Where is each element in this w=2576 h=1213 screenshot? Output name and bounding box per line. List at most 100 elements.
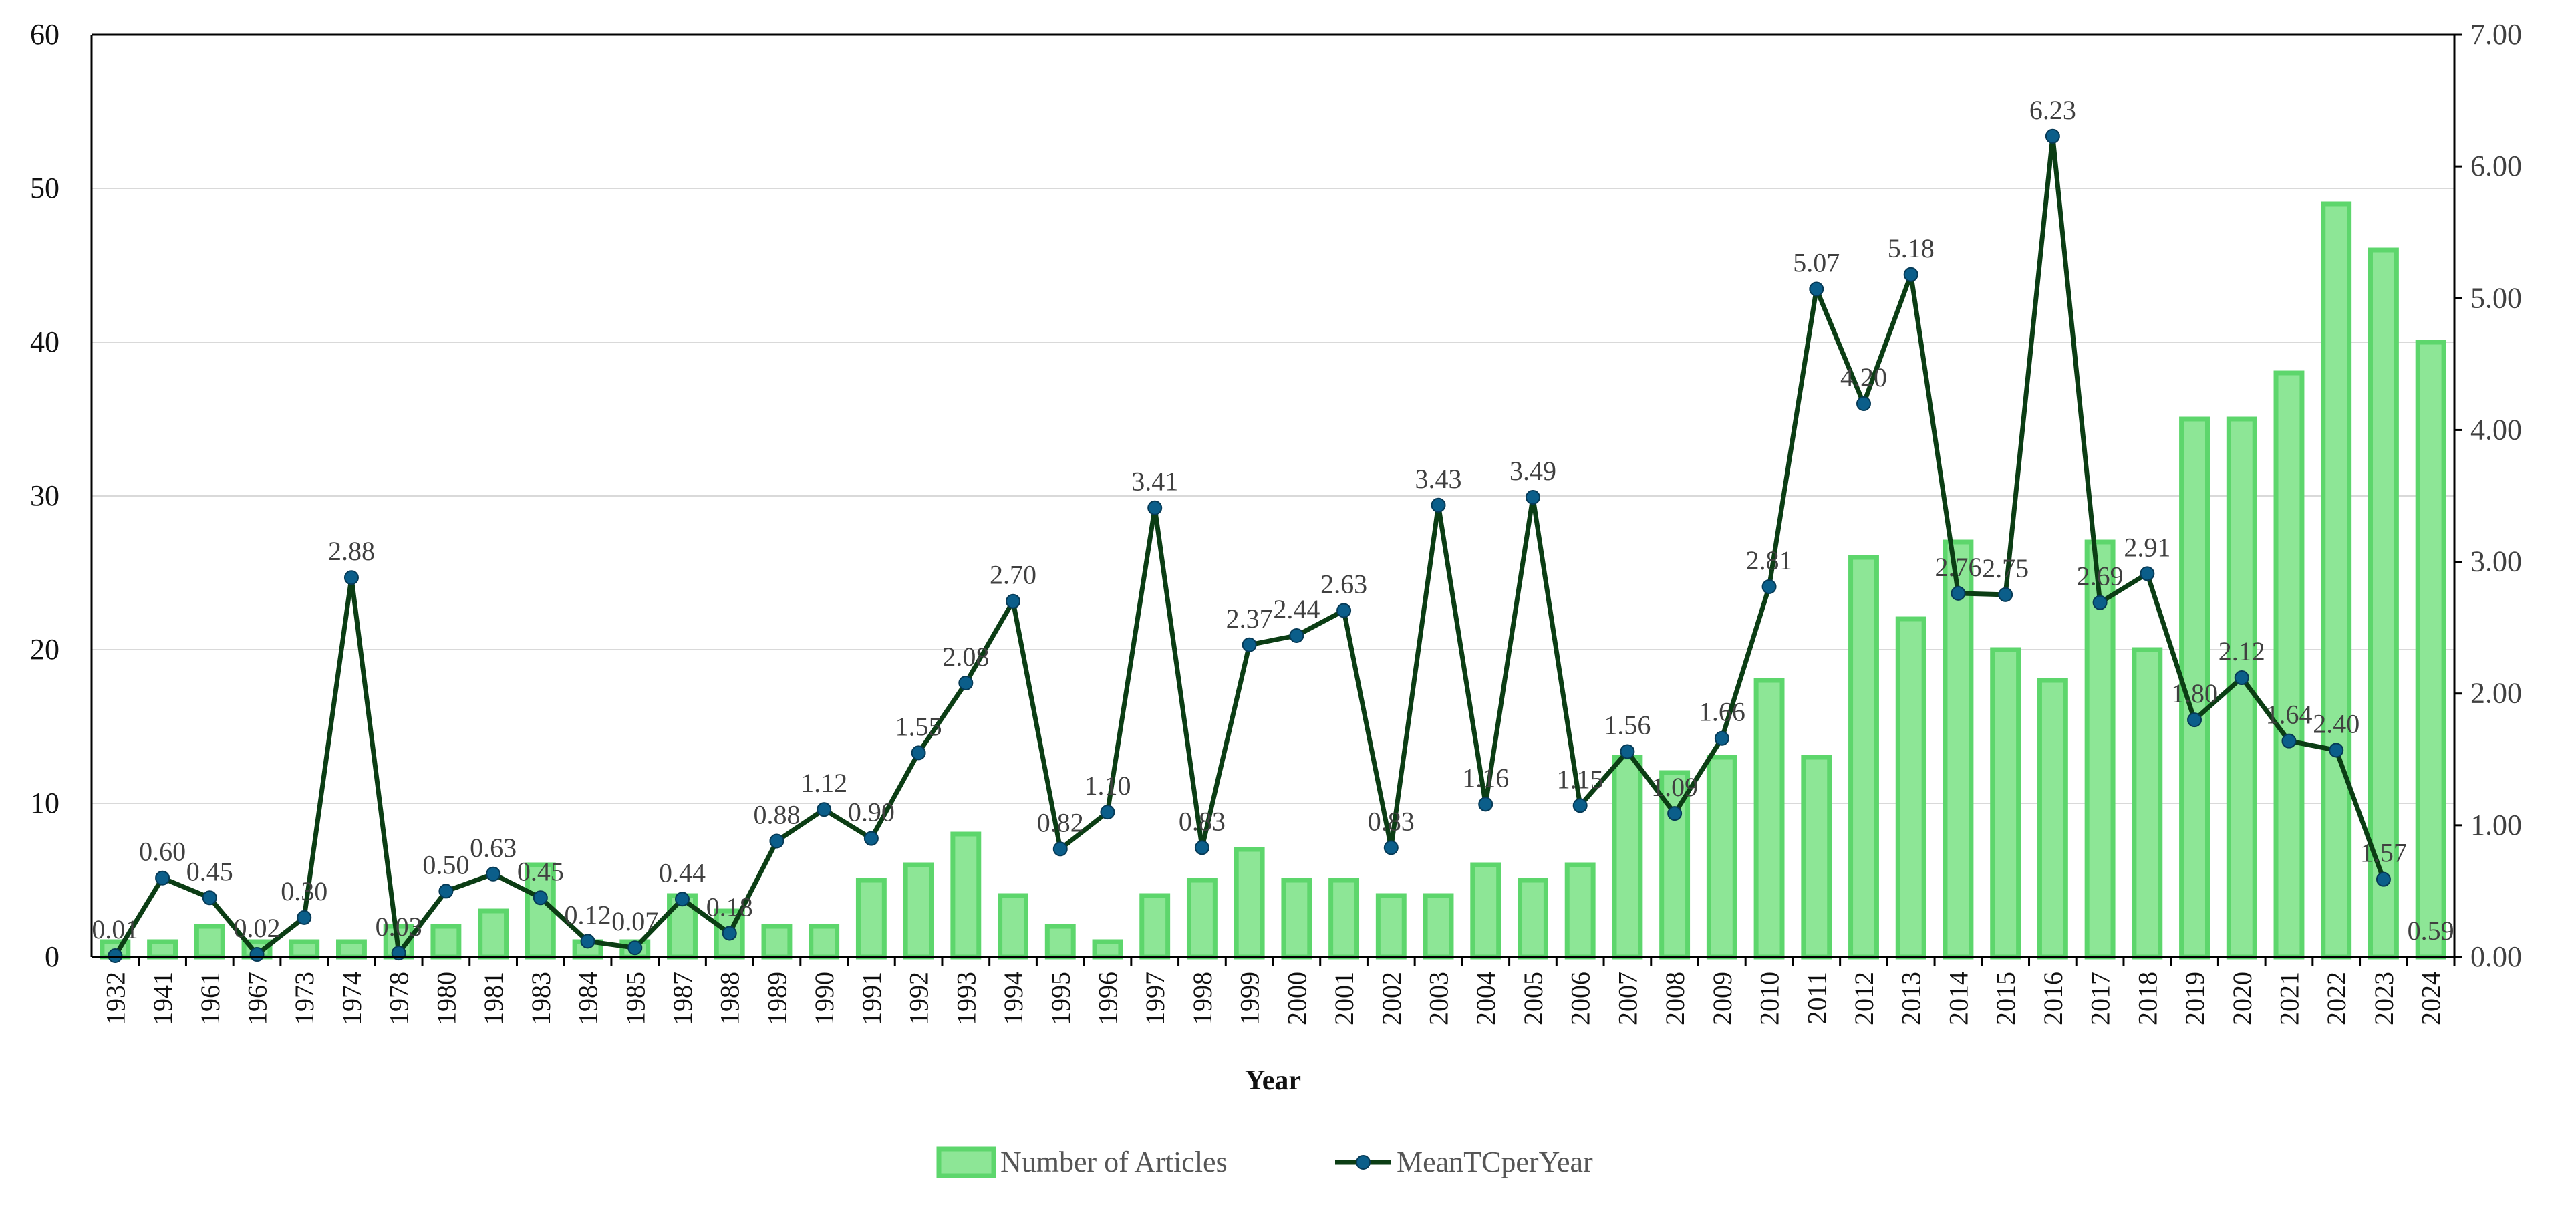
bar (147, 939, 178, 960)
x-tick-label: 2013 (1896, 972, 1926, 1025)
x-axis-ticks: 1932 1941 1961 1967 1973 1974 1978 1980 1981 1983… (100, 957, 2456, 1025)
data-label: 1.66 (1699, 697, 1745, 727)
bar (1943, 539, 1974, 960)
bar (809, 924, 840, 960)
x-tick-label: 2001 (1329, 972, 1359, 1025)
data-label: 1.15 (1557, 764, 1604, 794)
right-y-tick-label: 7.00 (2470, 18, 2522, 51)
line-point (769, 833, 784, 849)
data-label: 0.83 (1179, 806, 1226, 836)
line-point (1336, 603, 1352, 618)
bar (1328, 878, 1360, 960)
line-point (1194, 840, 1209, 855)
right-y-tick-label: 5.00 (2470, 281, 2522, 314)
data-label: 3.43 (1415, 464, 1462, 494)
x-tick-label: 2022 (2321, 972, 2351, 1025)
data-label: 1.57 (2360, 838, 2407, 868)
data-label: 0.07 (611, 906, 658, 936)
line-point (438, 884, 454, 899)
x-tick-label: 2017 (2086, 972, 2116, 1025)
line-point (1525, 489, 1540, 505)
bar (336, 939, 367, 960)
bar (1423, 893, 1454, 960)
line-point (863, 831, 879, 846)
x-tick-label: 1981 (478, 972, 509, 1025)
x-tick-label: 1983 (526, 972, 556, 1025)
data-label: 0.88 (753, 800, 800, 830)
left-y-tick-label: 30 (30, 479, 59, 512)
x-tick-label: 1995 (1046, 972, 1076, 1025)
x-tick-label: 1985 (620, 972, 650, 1025)
x-tick-label: 1988 (715, 972, 745, 1025)
x-tick-label: 1987 (668, 972, 698, 1025)
data-label: 0.45 (517, 856, 564, 886)
x-tick-label: 2002 (1377, 972, 1407, 1025)
right-y-axis-ticks: 0.00 1.00 2.00 3.00 4.00 5.00 6.00 7.00 (2454, 18, 2522, 973)
data-label: 1.09 (1651, 772, 1698, 802)
x-tick-label: 2009 (1707, 972, 1737, 1025)
x-tick-label: 1961 (195, 972, 225, 1025)
line-point (1667, 806, 1683, 821)
x-tick-label: 1974 (337, 972, 367, 1025)
line-point (817, 802, 832, 817)
x-axis-title: Year (1245, 1065, 1301, 1096)
data-label: 3.49 (1510, 456, 1556, 486)
right-y-tick-label: 2.00 (2470, 677, 2522, 710)
line-point (1856, 396, 1871, 411)
bar (761, 924, 793, 960)
line-point (2045, 128, 2060, 144)
bar (2132, 647, 2163, 960)
line-point (958, 675, 974, 690)
line-point (722, 926, 737, 941)
legend-marker-swatch (1356, 1155, 1371, 1170)
bar (2321, 201, 2352, 960)
bar (525, 862, 556, 960)
line-point (1052, 841, 1068, 857)
data-label: 2.63 (1320, 569, 1367, 599)
line-point (2187, 712, 2202, 728)
line-point (2140, 566, 2155, 581)
bar (2273, 370, 2305, 960)
bar (2037, 678, 2068, 960)
bar (2368, 247, 2399, 960)
x-tick-label: 2015 (1991, 972, 2021, 1025)
data-label: 1.10 (1084, 771, 1131, 801)
bar (1990, 647, 2021, 960)
line-point (1431, 497, 1446, 513)
right-y-tick-label: 3.00 (2470, 545, 2522, 578)
line-point (2234, 670, 2249, 686)
data-label: 5.07 (1793, 247, 1840, 277)
x-tick-label: 2024 (2416, 972, 2446, 1025)
bar (1612, 755, 1643, 960)
x-tick-label: 1993 (951, 972, 981, 1025)
x-tick-label: 2020 (2227, 972, 2257, 1025)
data-label: 1.64 (2265, 700, 2312, 730)
bar (950, 831, 982, 960)
data-label: 2.69 (2077, 561, 2124, 591)
left-y-tick-label: 50 (30, 172, 59, 205)
x-tick-label: 1989 (762, 972, 792, 1025)
data-label: 3.41 (1131, 466, 1178, 497)
x-tick-label: 2008 (1660, 972, 1690, 1025)
bar (1044, 924, 1076, 960)
line-point (2329, 743, 2344, 758)
x-tick-label: 1941 (148, 972, 178, 1025)
line-point (1620, 744, 1635, 759)
x-tick-label: 1997 (1140, 972, 1170, 1025)
line-point (1100, 805, 1115, 820)
line-point (1714, 730, 1729, 746)
x-tick-label: 2012 (1849, 972, 1879, 1025)
right-y-tick-label: 4.00 (2470, 413, 2522, 446)
data-label: 1.56 (1604, 710, 1651, 740)
bar (1895, 616, 1926, 960)
line-point (2376, 871, 2391, 887)
line-series-meantcperyear (108, 128, 2391, 964)
bar (1753, 678, 1785, 960)
left-y-tick-label: 0 (45, 940, 59, 973)
data-label: 6.23 (2029, 95, 2076, 125)
data-label: 1.12 (801, 768, 847, 798)
line-point (1242, 637, 1257, 652)
x-tick-label: 1932 (100, 972, 130, 1025)
bar (1706, 755, 1737, 960)
data-label: 0.59 (2408, 916, 2454, 946)
